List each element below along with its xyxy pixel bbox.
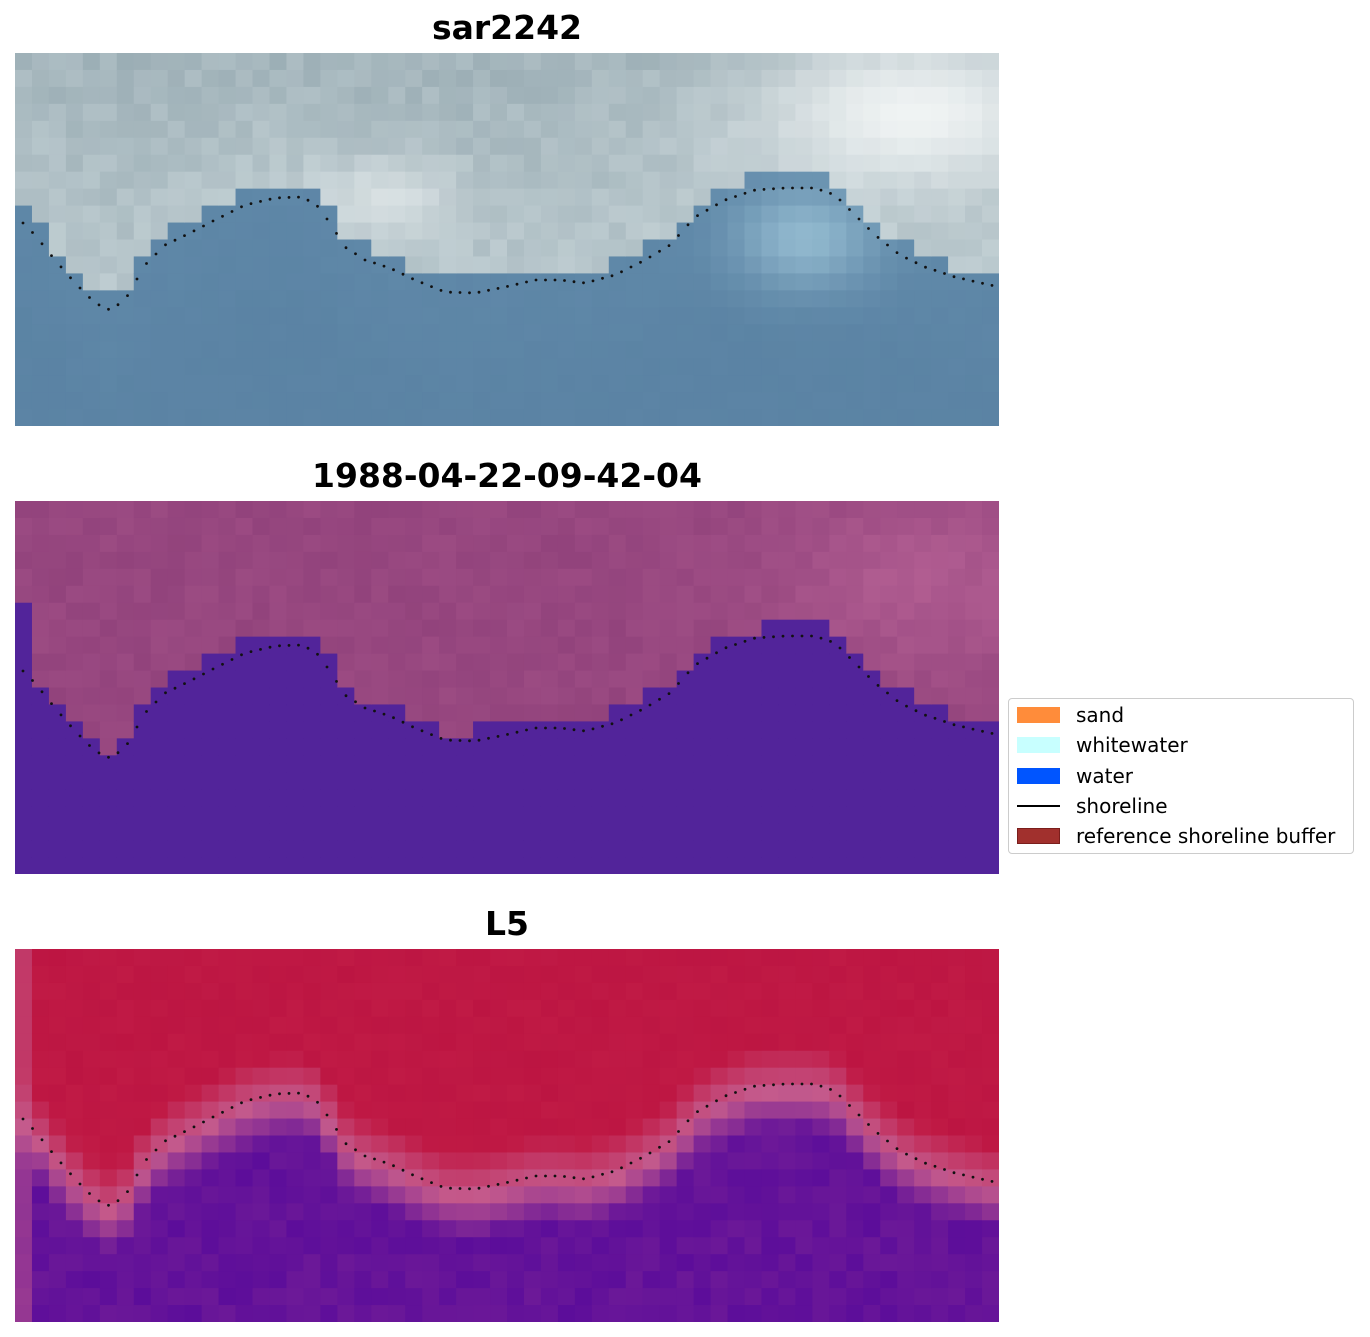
legend-label: whitewater — [1076, 733, 1188, 757]
shoreline-dots — [21, 1082, 994, 1207]
panel-title-rgb: sar2242 — [431, 8, 583, 47]
legend-item-whitewater: whitewater — [1017, 733, 1188, 757]
legend: sand whitewater water shoreline referenc… — [1008, 698, 1354, 854]
legend-label: shoreline — [1076, 794, 1168, 818]
legend-label: reference shoreline buffer — [1076, 824, 1336, 848]
classification-image-panel — [15, 501, 999, 874]
legend-label: water — [1076, 764, 1133, 788]
legend-swatch-water — [1017, 768, 1060, 784]
legend-swatch-whitewater — [1017, 737, 1060, 753]
index-image-panel — [15, 949, 999, 1322]
panel-title-classification: 1988-04-22-09-42-04 — [312, 456, 702, 495]
legend-item-shoreline: shoreline — [1017, 794, 1168, 818]
legend-swatch-sand — [1017, 707, 1060, 723]
legend-swatch-reference-buffer — [1017, 828, 1060, 844]
rgb-image-panel — [15, 53, 999, 426]
shoreline-dots — [21, 634, 994, 759]
panel-title-index: L5 — [485, 904, 529, 943]
legend-item-water: water — [1017, 764, 1133, 788]
legend-item-reference-buffer: reference shoreline buffer — [1017, 824, 1335, 848]
legend-item-sand: sand — [1017, 703, 1124, 727]
legend-label: sand — [1076, 703, 1125, 727]
legend-swatch-shoreline — [1017, 804, 1060, 808]
shoreline-dots — [21, 186, 994, 311]
